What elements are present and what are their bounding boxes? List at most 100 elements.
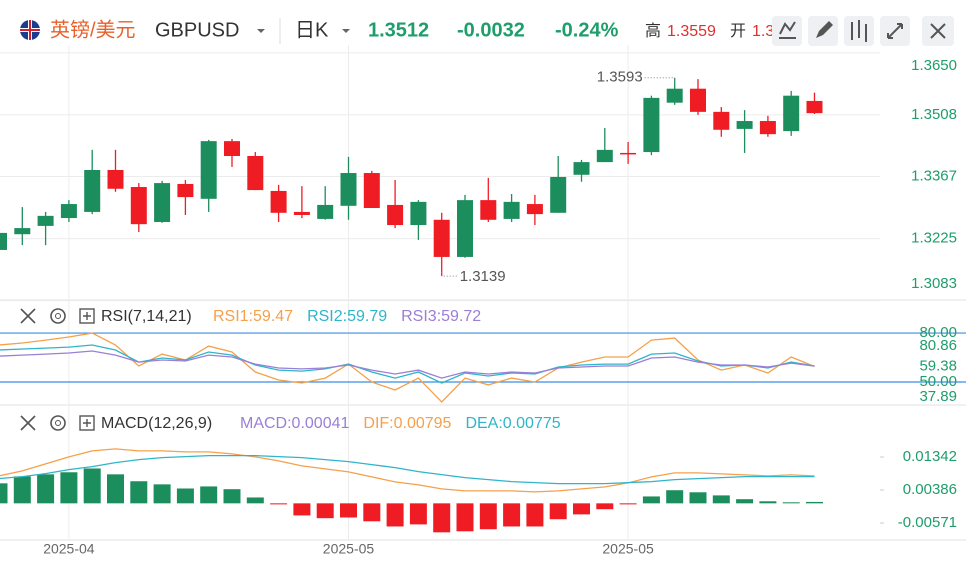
high-value: 1.3559 (667, 23, 716, 40)
candle-body (14, 228, 31, 235)
candle-body (620, 152, 637, 155)
legend-entry: RSI3:59.72 (401, 308, 481, 325)
toolbar (772, 16, 954, 46)
macd-bar (573, 503, 590, 515)
candle-body (270, 190, 287, 213)
candle-body (596, 149, 613, 163)
candle-body (643, 97, 660, 153)
y-tick-label: 80.00 (919, 324, 957, 341)
annotation-leader (644, 77, 676, 82)
x-tick-label: 2025-05 (323, 541, 375, 557)
macd-bar (526, 503, 544, 527)
symbol[interactable]: GBPUSD (155, 19, 239, 41)
rsi-line (0, 350, 815, 379)
indicator-title: RSI(7,14,21) (101, 308, 192, 325)
price: 1.3512 (368, 19, 429, 41)
macd-bar (409, 503, 427, 525)
open-value: 1.3 (752, 23, 774, 40)
macd-bar (642, 496, 660, 504)
candle-body (84, 169, 101, 212)
candle-body (387, 204, 404, 226)
tool-button[interactable] (772, 16, 802, 46)
macd-bar (619, 503, 637, 505)
macd-bar (736, 499, 754, 504)
add-icon[interactable] (79, 308, 95, 324)
candle-body (177, 183, 194, 198)
y-tick-label: 1.3083 (911, 275, 957, 292)
settings-icon-core (55, 420, 61, 426)
macd-bar (293, 503, 311, 516)
add-icon[interactable] (79, 415, 95, 431)
candle-body (550, 176, 567, 213)
candle-body (526, 204, 543, 215)
remove-icon[interactable] (20, 415, 36, 431)
macd-bar (37, 474, 55, 504)
settings-icon-core (55, 313, 61, 319)
period[interactable]: 日K (295, 19, 329, 41)
add-icon-plus (83, 312, 91, 320)
candle-body (666, 88, 683, 103)
macd-bar (386, 503, 404, 527)
y-tick-label: 1.3508 (911, 106, 957, 123)
y-tick-label: 1.3367 (911, 167, 957, 184)
macd-bar (107, 474, 124, 504)
tool-icon (887, 23, 903, 39)
macd-bar (60, 472, 78, 504)
y-tick-label: 1.3225 (911, 230, 957, 247)
dropdown-arrow[interactable] (342, 29, 350, 33)
macd-line (0, 454, 815, 485)
candle-body (736, 121, 753, 129)
y-tick-label: 50.00 (919, 373, 957, 390)
pair-name[interactable]: 英镑/美元 (50, 18, 136, 41)
macd-bar (340, 503, 357, 518)
macd-bar (759, 501, 777, 504)
candle-body (433, 219, 450, 257)
candle-body (759, 121, 776, 135)
legend-entry: RSI1:59.47 (213, 308, 293, 325)
candle-body (0, 232, 7, 250)
candle-body (480, 200, 497, 220)
y-tick-label: -0.00571 (898, 514, 957, 531)
macd-bar (433, 503, 451, 533)
macd-bar (13, 476, 31, 504)
indicator-title: MACD(12,26,9) (101, 415, 212, 432)
candle-body (340, 173, 357, 206)
candle-body (60, 204, 77, 219)
tool-icon (851, 20, 867, 42)
candle-body (200, 141, 217, 199)
add-icon-plus (83, 419, 91, 427)
close-icon (930, 23, 946, 39)
candle-body (573, 162, 590, 175)
y-tick-label: 59.38 (919, 358, 957, 375)
rsi-line (0, 332, 815, 403)
macd-bar (712, 495, 730, 504)
macd-bar (200, 486, 218, 504)
candle-body (806, 100, 823, 114)
legend-entry: DEA:0.00775 (465, 415, 560, 432)
candle-body (317, 204, 334, 219)
high-annotation: 1.3593 (597, 69, 643, 86)
open-label: 开 (730, 23, 746, 40)
candle-body (783, 95, 800, 132)
candle-body (247, 155, 264, 191)
settings-icon[interactable] (50, 415, 66, 431)
legend-entry: DIF:0.00795 (363, 415, 451, 432)
candle-body (690, 88, 706, 112)
candle-body (457, 200, 473, 257)
tool-icon (816, 21, 833, 38)
candle-body (107, 169, 124, 189)
remove-icon[interactable] (20, 308, 36, 324)
macd-bar (176, 488, 194, 504)
dropdown-arrow[interactable] (257, 29, 265, 33)
macd-bar (806, 501, 823, 504)
x-tick-label: 2025-05 (602, 541, 654, 557)
high-label: 高 (645, 22, 661, 40)
macd-bar (503, 503, 521, 527)
candle-body (154, 183, 171, 222)
macd-bar (153, 484, 171, 504)
legend-entry: RSI2:59.79 (307, 308, 387, 325)
candle-body (503, 201, 520, 219)
macd-bar (316, 503, 334, 519)
settings-icon[interactable] (50, 308, 66, 324)
